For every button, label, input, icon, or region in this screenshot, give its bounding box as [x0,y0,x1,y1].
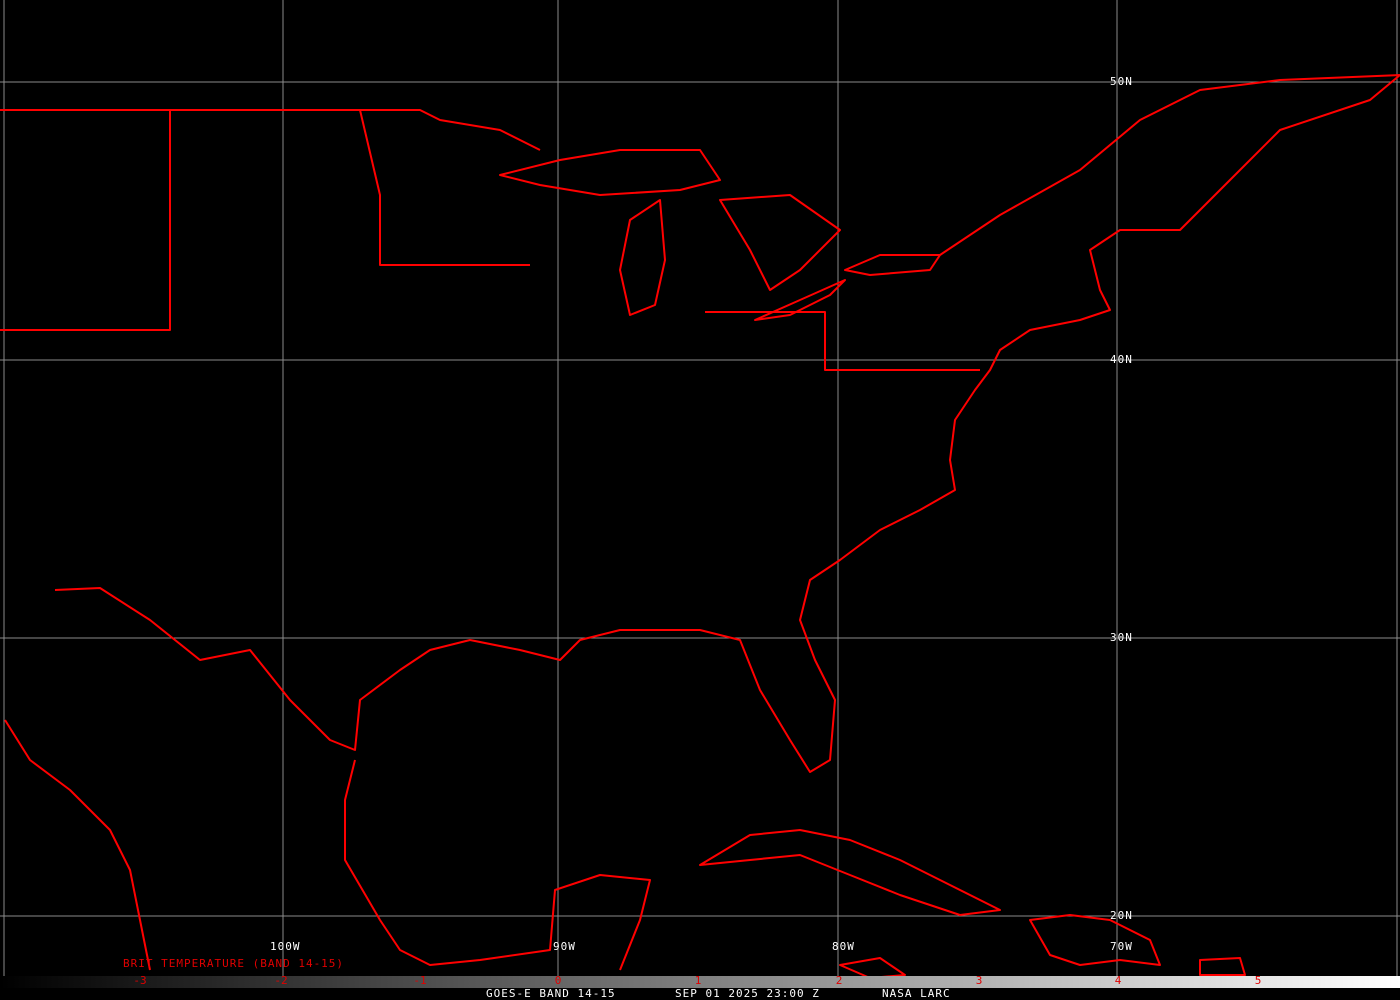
lat-label-30n: 30N [1110,631,1133,644]
puerto-rico [1199,957,1246,976]
hispaniola [1029,914,1161,966]
colorbar-tick: 1 [694,974,702,987]
mexico-pacific-coast [4,719,151,971]
lake-superior [499,149,721,196]
us-canada-border [0,109,541,151]
jamaica [839,957,906,979]
st-lawrence [939,74,1400,256]
graticule [0,0,1400,976]
state-borders-west [0,110,171,331]
lake-michigan [619,199,666,316]
lat-label-20n: 20N [1110,909,1133,922]
lat-label-40n: 40N [1110,353,1133,366]
colorbar-gradient [0,976,1400,988]
state-borders-east [705,311,980,371]
colorbar-tick: 0 [554,974,562,987]
colorbar-tick: -1 [413,974,427,987]
coastlines-and-borders [0,74,1400,979]
colorbar-tick: 3 [975,974,983,987]
colorbar-tick: -3 [133,974,147,987]
colorbar-tick: -2 [274,974,288,987]
colorbar-tick: 2 [835,974,843,987]
lake-erie [754,279,846,321]
mexico-coast [344,759,651,971]
datetime-label: SEP 01 2025 23:00 Z [675,987,820,1000]
lon-label-70w: 70W [1110,940,1133,953]
source-label: NASA LARC [882,987,951,1000]
colorbar-title: BRIT TEMPERATURE (BAND 14-15) [123,957,345,970]
lon-label-80w: 80W [832,940,855,953]
lon-label-90w: 90W [553,940,576,953]
lon-label-100w: 100W [270,940,301,953]
lake-huron [719,194,841,291]
cuba [699,829,1001,916]
product-label: GOES-E BAND 14-15 [486,987,616,1000]
us-gulf-atlantic-coast [54,74,1400,773]
state-borders-central [359,109,530,266]
lat-label-50n: 50N [1110,75,1133,88]
lake-ontario [844,254,941,276]
colorbar-tick: 5 [1254,974,1262,987]
colorbar-tick: 4 [1114,974,1122,987]
